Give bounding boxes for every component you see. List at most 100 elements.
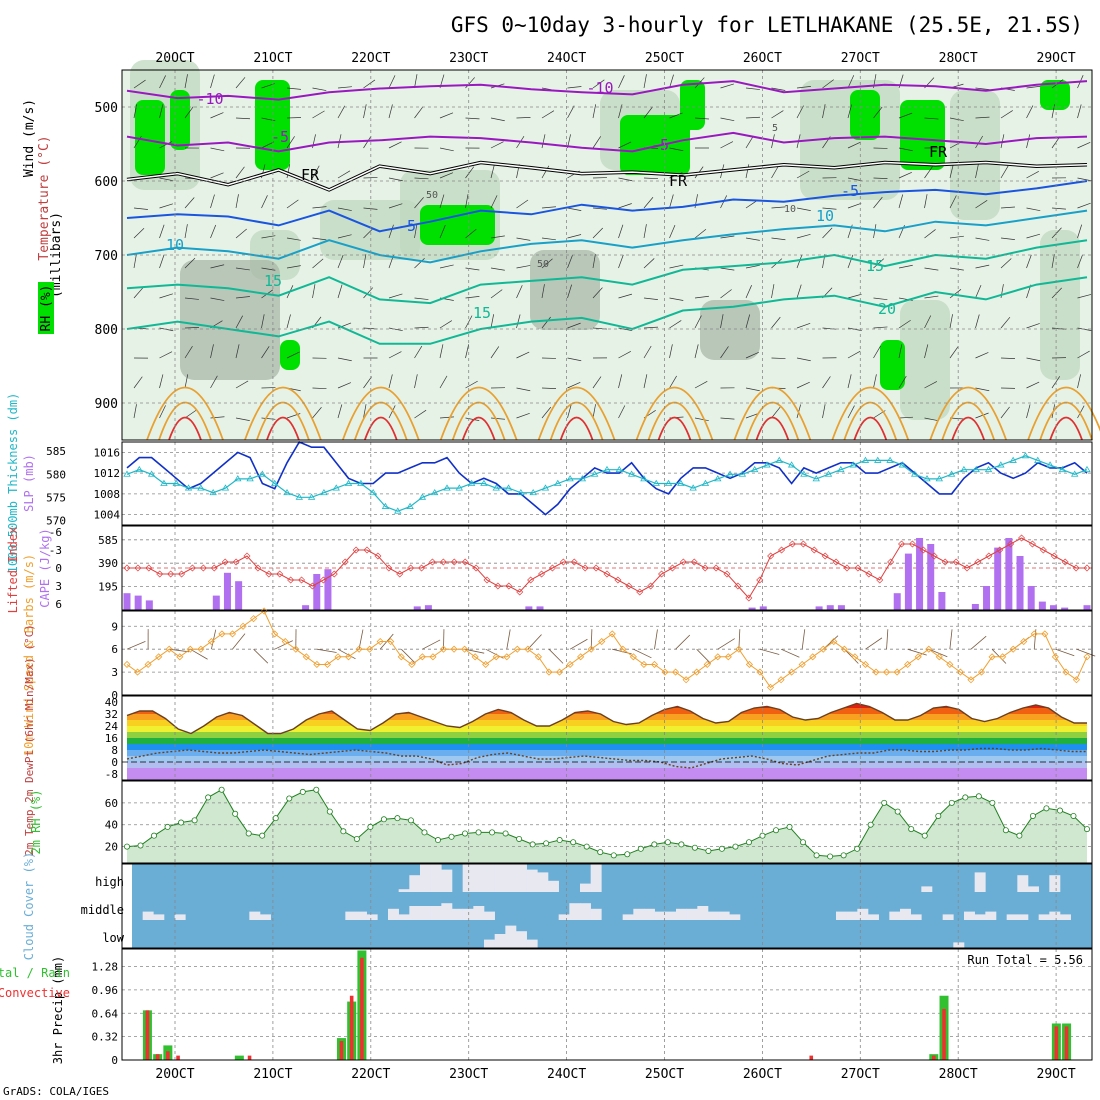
rh2m-marker — [259, 832, 266, 839]
wind-barb — [235, 166, 245, 179]
wind-barb — [796, 322, 811, 329]
lifted-index-marker — [287, 576, 295, 584]
wind10m-marker — [999, 653, 1007, 661]
thickness-marker — [541, 484, 550, 491]
rh2m-marker — [1084, 826, 1091, 833]
rh2m-marker — [773, 827, 780, 834]
lifted-index-marker — [723, 570, 731, 578]
precip-tick-label: 0.32 — [92, 1031, 119, 1044]
wind-barb — [975, 284, 982, 299]
temperature-band — [127, 708, 1087, 714]
cloud-middle-bar — [398, 914, 410, 920]
wind-barb — [822, 207, 837, 210]
lifted-index-marker — [505, 582, 513, 590]
wind-barb — [414, 177, 429, 180]
rh2m-frame — [121, 780, 1093, 864]
wind-barb — [618, 203, 632, 209]
wind-barb — [1077, 374, 1081, 389]
temperature-band — [127, 732, 1087, 738]
wind-barb — [720, 117, 735, 122]
cloud-middle-bar — [686, 908, 698, 920]
wind-barb — [567, 357, 582, 362]
wind-barb — [1051, 227, 1062, 239]
wind-barb — [847, 203, 862, 209]
cloud-middle-bar — [569, 903, 581, 920]
wind10m-marker — [408, 660, 416, 669]
cloud-high-bar — [580, 883, 591, 892]
wind-barb — [1051, 254, 1055, 269]
wind10m-marker — [830, 637, 838, 646]
thickness-marker — [197, 484, 205, 491]
wind-barb — [465, 417, 480, 421]
wind-barb — [286, 351, 300, 359]
precip-legend-total: Total / Rain — [0, 966, 70, 980]
rh-shading — [530, 250, 600, 330]
wind10m-barb — [190, 648, 208, 660]
thickness-tick-label: 585 — [46, 445, 66, 458]
cloud-middle-bar — [697, 906, 709, 920]
cloud-middle-bar — [462, 908, 474, 920]
cape-bar — [134, 595, 142, 610]
thickness-marker — [246, 475, 254, 482]
lifted-index-marker — [319, 576, 327, 584]
wind10m-marker — [492, 653, 500, 661]
wind-barb — [1026, 134, 1031, 149]
rh2m-marker — [1043, 805, 1050, 812]
wind-barb — [465, 228, 477, 239]
cloud-high-bar — [1049, 875, 1061, 892]
wind-barb — [796, 170, 810, 179]
cloud-high-bar — [484, 864, 495, 892]
cloud-high-bar — [441, 869, 453, 892]
cloud-middle-bar — [1006, 914, 1018, 920]
wind-barb — [337, 170, 351, 179]
contour-label: 10 — [816, 207, 834, 225]
cloud-frame — [121, 863, 1093, 949]
wind-barb — [337, 234, 352, 239]
cape-bar — [927, 544, 935, 610]
lifted-index-marker — [396, 570, 404, 578]
wind-barb — [745, 135, 754, 149]
cape-bar — [815, 606, 823, 610]
top-day-tick-label: 20OCT — [155, 51, 194, 66]
wind-barb — [286, 199, 299, 209]
wind-barb — [847, 293, 862, 299]
rh2m-marker — [407, 817, 414, 824]
wind-barb — [567, 322, 581, 329]
wind10m-marker — [1083, 653, 1091, 661]
cloud-middle-bar — [1038, 914, 1050, 920]
lifted-index-marker — [865, 570, 873, 578]
wind10m-marker — [693, 668, 701, 676]
temp-tick-label: 16 — [105, 732, 118, 745]
warm-temperature-contour — [635, 386, 714, 441]
thickness-marker — [307, 493, 316, 500]
cloud-cover-background — [132, 864, 1092, 948]
warm-temperature-contour — [244, 386, 322, 441]
wind-barb — [388, 177, 403, 182]
wind-barb — [720, 314, 724, 329]
wind-barb — [337, 254, 344, 269]
wind10m-marker — [334, 653, 342, 661]
wind-barb — [567, 382, 581, 389]
wind-barb — [771, 87, 786, 91]
lifted-index-marker — [625, 582, 633, 590]
wind-barb — [439, 112, 454, 119]
thickness-marker — [147, 470, 156, 477]
wind-barb — [235, 194, 239, 209]
wind-barb — [337, 284, 343, 299]
cape-bar — [1050, 605, 1058, 610]
wind10m-marker — [503, 653, 511, 661]
wind10m-barb — [337, 648, 356, 660]
wind-barb — [516, 285, 523, 299]
lifted-index-marker — [407, 564, 415, 572]
warm-temperature-contour — [843, 401, 898, 441]
wind-barb — [796, 105, 804, 119]
wind-barb — [643, 345, 652, 359]
wind10m-barb — [886, 629, 889, 650]
wind10m-marker — [1062, 668, 1070, 676]
rh2m-marker — [462, 830, 469, 837]
wind-barb — [745, 351, 759, 359]
rh2m-marker — [800, 839, 807, 846]
cloud-middle-bar — [366, 914, 378, 920]
wind-barb — [414, 326, 429, 329]
wind-barb — [898, 416, 913, 419]
